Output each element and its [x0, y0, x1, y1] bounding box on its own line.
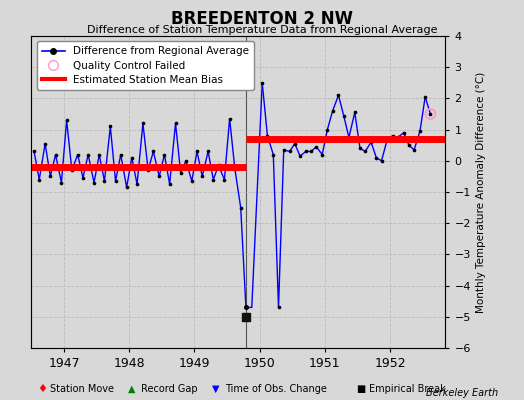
Point: [334, 92, 343, 98]
Point: [372, 154, 380, 161]
Point: [166, 181, 174, 187]
Point: [139, 120, 147, 126]
Point: [421, 94, 429, 100]
Point: [133, 181, 141, 187]
Point: [323, 126, 332, 133]
Text: Berkeley Earth: Berkeley Earth: [425, 388, 498, 398]
Point: [123, 184, 131, 190]
Point: [171, 120, 180, 126]
Point: [90, 180, 98, 186]
Point: [177, 170, 185, 176]
Point: [356, 145, 364, 152]
Text: Difference of Station Temperature Data from Regional Average: Difference of Station Temperature Data f…: [87, 25, 437, 35]
Point: [111, 178, 119, 184]
Point: [291, 140, 299, 147]
Point: [73, 151, 82, 158]
Point: [30, 148, 38, 155]
Point: [106, 123, 115, 130]
Point: [296, 153, 304, 159]
Point: [394, 134, 402, 140]
Point: [198, 173, 206, 180]
Text: Station Move: Station Move: [50, 384, 114, 394]
Point: [307, 148, 315, 155]
Point: [383, 136, 391, 142]
Point: [62, 117, 71, 124]
Point: [193, 148, 201, 155]
Point: [263, 133, 271, 139]
Point: [426, 111, 434, 117]
Point: [426, 111, 434, 117]
Text: ■: ■: [356, 384, 366, 394]
Point: [410, 147, 418, 153]
Point: [269, 151, 278, 158]
Point: [312, 144, 321, 150]
Point: [51, 151, 60, 158]
Point: [160, 151, 169, 158]
Point: [318, 151, 326, 158]
Point: [95, 151, 103, 158]
Point: [242, 304, 250, 311]
Y-axis label: Monthly Temperature Anomaly Difference (°C): Monthly Temperature Anomaly Difference (…: [476, 71, 486, 313]
Text: ♦: ♦: [37, 384, 47, 394]
Text: ▲: ▲: [128, 384, 136, 394]
Text: ▼: ▼: [212, 384, 220, 394]
Point: [46, 173, 54, 180]
Text: Time of Obs. Change: Time of Obs. Change: [225, 384, 327, 394]
Text: Record Gap: Record Gap: [141, 384, 198, 394]
Point: [329, 108, 337, 114]
Point: [399, 130, 408, 136]
Point: [209, 176, 217, 183]
Point: [225, 116, 234, 122]
Point: [236, 204, 245, 211]
Point: [41, 140, 49, 147]
Point: [100, 178, 108, 184]
Point: [351, 109, 359, 116]
Point: [68, 167, 76, 173]
Point: [220, 176, 228, 183]
Point: [204, 148, 212, 155]
Point: [416, 128, 424, 134]
Text: Empirical Break: Empirical Break: [369, 384, 446, 394]
Point: [345, 134, 353, 140]
Point: [405, 142, 413, 148]
Point: [231, 166, 239, 172]
Point: [188, 178, 196, 184]
Point: [116, 151, 125, 158]
Legend: Difference from Regional Average, Quality Control Failed, Estimated Station Mean: Difference from Regional Average, Qualit…: [37, 41, 254, 90]
Point: [214, 162, 223, 169]
Point: [149, 148, 158, 155]
Point: [242, 314, 250, 320]
Point: [361, 148, 369, 155]
Point: [388, 133, 397, 139]
Point: [182, 158, 190, 164]
Point: [128, 154, 136, 161]
Point: [84, 151, 92, 158]
Point: [279, 147, 288, 153]
Point: [144, 167, 152, 173]
Point: [302, 148, 310, 155]
Point: [57, 180, 66, 186]
Text: BREEDENTON 2 NW: BREEDENTON 2 NW: [171, 10, 353, 28]
Point: [286, 148, 294, 155]
Point: [340, 112, 348, 119]
Point: [79, 175, 87, 181]
Point: [377, 158, 386, 164]
Point: [258, 80, 266, 86]
Point: [35, 176, 43, 183]
Point: [275, 304, 283, 311]
Point: [155, 173, 163, 180]
Point: [367, 139, 375, 145]
